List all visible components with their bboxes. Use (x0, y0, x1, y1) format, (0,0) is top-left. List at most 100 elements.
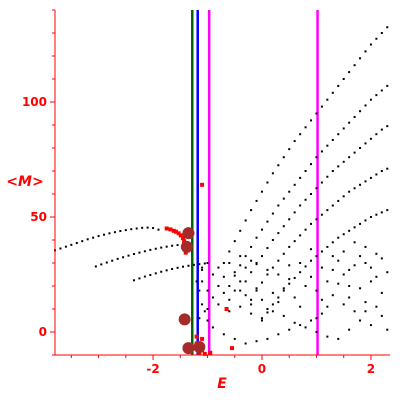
data-point (266, 311, 269, 314)
data-point (250, 259, 253, 262)
data-point (271, 310, 274, 313)
data-point (348, 268, 351, 271)
data-point (342, 78, 345, 80)
data-point (369, 216, 372, 218)
data-point (326, 245, 329, 248)
data-point (171, 267, 174, 270)
data-point (255, 340, 258, 343)
data-point (116, 257, 119, 260)
data-point (201, 303, 204, 306)
data-point (119, 230, 122, 233)
data-point (348, 328, 351, 331)
data-point (211, 326, 214, 329)
data-point (160, 270, 163, 273)
data-point (315, 156, 318, 159)
data-point (359, 183, 362, 186)
data-point (369, 98, 372, 101)
data-point (100, 263, 103, 266)
data-point (228, 250, 231, 253)
data-point (233, 337, 236, 340)
data-point (315, 187, 318, 190)
data-point (266, 308, 269, 310)
data-point (266, 337, 269, 340)
highlight-large-point (193, 340, 206, 353)
data-point (92, 236, 95, 239)
data-point (182, 265, 185, 268)
data-point (304, 170, 307, 172)
data-point (315, 255, 318, 258)
data-point (386, 84, 389, 87)
data-point (81, 240, 84, 243)
data-point (157, 228, 160, 231)
data-point (380, 314, 383, 317)
data-point (331, 241, 334, 244)
data-point (353, 187, 356, 190)
data-point (369, 266, 372, 269)
data-point (132, 279, 135, 282)
data-point (337, 199, 340, 202)
data-point (266, 273, 269, 276)
data-point (348, 71, 351, 74)
data-point (277, 232, 280, 235)
data-point (369, 280, 372, 283)
data-point (222, 275, 225, 278)
data-point (310, 193, 313, 195)
data-point (124, 229, 127, 232)
data-point (331, 255, 334, 258)
data-point (331, 91, 334, 94)
data-point (250, 271, 253, 274)
data-point (359, 222, 362, 225)
data-point (310, 119, 313, 122)
data-point (310, 259, 313, 262)
data-point (353, 115, 356, 118)
data-point (304, 285, 307, 287)
data-point (320, 181, 323, 184)
data-point (320, 213, 323, 216)
data-point (364, 180, 367, 183)
data-point (326, 98, 329, 101)
data-point (271, 303, 274, 306)
data-point (146, 226, 149, 229)
data-point (375, 252, 378, 255)
data-point (266, 268, 269, 271)
data-point (342, 233, 345, 236)
data-point (255, 289, 258, 292)
data-point (70, 243, 73, 246)
x-axis-label: E (217, 376, 227, 392)
highlight-large-point (182, 342, 195, 355)
data-point (310, 319, 313, 322)
data-point (122, 256, 125, 259)
data-point (348, 285, 351, 287)
data-point (369, 176, 372, 179)
data-point (135, 227, 138, 230)
data-point (127, 254, 130, 257)
data-point (149, 273, 152, 276)
data-point (386, 167, 389, 170)
data-point (203, 262, 206, 265)
data-point (244, 219, 247, 222)
highlight-point (173, 229, 178, 234)
data-point (198, 317, 201, 320)
data-point (337, 337, 340, 340)
data-point (375, 37, 378, 40)
data-point (64, 245, 67, 248)
data-point (353, 241, 356, 244)
data-point (266, 220, 269, 223)
data-point (250, 312, 253, 315)
data-point (244, 342, 247, 345)
data-point (299, 262, 302, 264)
data-point (326, 305, 329, 308)
data-point (282, 156, 285, 159)
data-point (266, 181, 269, 184)
data-point (386, 328, 389, 331)
data-point (282, 252, 285, 255)
data-point (380, 170, 383, 172)
data-point (152, 227, 155, 230)
data-point (304, 265, 307, 268)
data-point (359, 57, 362, 60)
data-point (203, 310, 206, 313)
data-point (342, 303, 345, 306)
data-point (288, 282, 291, 285)
data-point (103, 233, 106, 236)
data-point (260, 317, 263, 320)
